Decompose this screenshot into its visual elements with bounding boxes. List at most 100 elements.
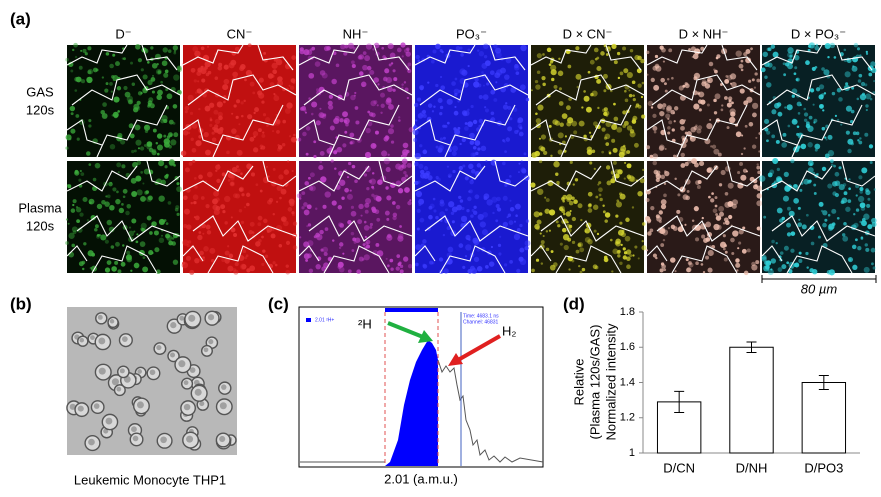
signal-dot: [125, 254, 132, 261]
signal-dot: [838, 184, 845, 191]
cell-core: [199, 401, 205, 407]
signal-dot: [350, 210, 357, 217]
signal-dot: [87, 46, 92, 51]
signal-dot: [94, 162, 101, 169]
signal-dot: [246, 163, 252, 170]
signal-dot: [756, 226, 761, 231]
signal-dot: [245, 254, 249, 258]
signal-dot: [65, 218, 69, 221]
signal-dot: [252, 91, 256, 95]
cell-contour: [444, 104, 516, 158]
signal-dot: [76, 137, 80, 141]
signal-dot: [610, 178, 616, 184]
signal-dot: [504, 183, 508, 187]
signal-dot: [663, 182, 667, 186]
signal-dot: [70, 208, 76, 213]
signal-dot: [448, 175, 451, 178]
signal-dot: [656, 170, 661, 175]
signal-dot: [676, 209, 681, 214]
signal-dot: [480, 145, 487, 152]
signal-dot: [843, 222, 847, 226]
signal-dot: [481, 62, 488, 69]
signal-dot: [232, 268, 237, 272]
signal-dot: [838, 97, 843, 102]
signal-dot: [833, 56, 837, 59]
signal-dot: [128, 123, 134, 129]
signal-dot: [332, 239, 335, 242]
signal-dot: [278, 243, 283, 248]
signal-dot: [342, 252, 345, 255]
signal-dot: [192, 46, 199, 52]
signal-dot: [859, 220, 862, 224]
signal-dot: [605, 53, 609, 56]
signal-dot: [834, 171, 840, 177]
y-axis-label: Relative: [571, 359, 586, 406]
signal-dot: [419, 217, 425, 223]
signal-dot: [737, 247, 740, 250]
signal-dot: [632, 97, 636, 102]
signal-dot: [830, 159, 834, 163]
signal-dot: [176, 212, 180, 216]
signal-dot: [813, 118, 818, 123]
signal-dot: [88, 163, 92, 166]
signal-dot: [797, 112, 801, 115]
signal-dot: [724, 201, 731, 208]
signal-dot: [86, 219, 90, 222]
signal-dot: [70, 128, 76, 134]
signal-dot: [142, 74, 148, 80]
signal-dot: [231, 112, 234, 115]
signal-dot: [142, 256, 146, 260]
signal-dot: [855, 208, 860, 212]
signal-dot: [285, 264, 289, 268]
signal-dot: [466, 208, 470, 213]
signal-dot: [864, 132, 869, 137]
signal-dot: [726, 102, 732, 108]
signal-dot: [67, 184, 72, 189]
signal-dot: [674, 270, 677, 273]
signal-dot: [375, 243, 380, 247]
signal-dot: [143, 168, 150, 175]
signal-dot: [133, 149, 137, 153]
signal-dot: [624, 98, 629, 103]
signal-dot: [207, 171, 213, 178]
signal-dot: [596, 232, 600, 236]
signal-dot: [641, 245, 647, 251]
signal-dot: [548, 229, 551, 232]
signal-dot: [360, 81, 367, 88]
signal-dot: [502, 104, 509, 110]
cell-contour: [489, 44, 526, 71]
signal-dot: [475, 151, 479, 156]
signal-dot: [227, 179, 231, 182]
signal-dot: [276, 129, 280, 134]
signal-dot: [369, 222, 373, 227]
signal-dot: [74, 76, 79, 82]
signal-dot: [693, 125, 698, 131]
signal-dot: [392, 88, 396, 92]
signal-dot: [550, 154, 553, 158]
signal-dot: [701, 216, 704, 220]
signal-dot: [856, 47, 861, 51]
signal-dot: [763, 215, 767, 219]
image-map: [67, 45, 180, 157]
signal-dot: [691, 158, 698, 165]
signal-dot: [366, 244, 371, 249]
caption: Leukemic Monocyte THP1: [74, 472, 226, 487]
signal-dot: [231, 128, 237, 134]
signal-dot: [596, 79, 602, 84]
signal-dot: [100, 234, 107, 241]
signal-dot: [459, 142, 462, 146]
signal-dot: [347, 269, 352, 274]
signal-dot: [625, 249, 632, 255]
signal-dot: [707, 79, 710, 82]
signal-dot: [288, 135, 292, 138]
signal-dot: [145, 190, 150, 194]
signal-dot: [142, 182, 145, 185]
signal-dot: [397, 262, 401, 267]
signal-dot: [535, 226, 540, 231]
signal-dot: [558, 87, 562, 91]
signal-dot: [605, 142, 610, 146]
signal-dot: [821, 93, 825, 97]
signal-dot: [136, 106, 141, 111]
signal-dot: [760, 67, 766, 73]
signal-dot: [327, 100, 333, 106]
